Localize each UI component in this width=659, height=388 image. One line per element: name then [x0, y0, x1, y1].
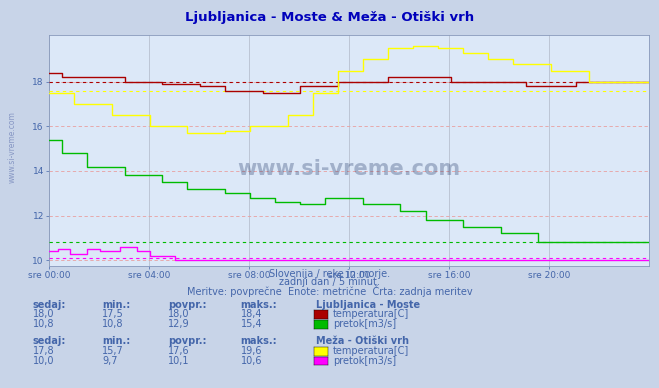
Text: min.:: min.: — [102, 336, 130, 346]
Text: Meža - Otiški vrh: Meža - Otiški vrh — [316, 336, 409, 346]
Text: Meritve: povprečne  Enote: metrične  Črta: zadnja meritev: Meritve: povprečne Enote: metrične Črta:… — [186, 286, 473, 297]
Text: Slovenija / reke in morje.: Slovenija / reke in morje. — [269, 268, 390, 279]
Text: povpr.:: povpr.: — [168, 336, 206, 346]
Text: 10,1: 10,1 — [168, 356, 190, 366]
Text: maks.:: maks.: — [241, 300, 277, 310]
Text: 10,8: 10,8 — [33, 319, 55, 329]
Text: 19,6: 19,6 — [241, 346, 262, 356]
Text: temperatura[C]: temperatura[C] — [333, 346, 409, 356]
Text: sedaj:: sedaj: — [33, 336, 67, 346]
Text: povpr.:: povpr.: — [168, 300, 206, 310]
Text: maks.:: maks.: — [241, 336, 277, 346]
Text: 12,9: 12,9 — [168, 319, 190, 329]
Text: min.:: min.: — [102, 300, 130, 310]
Text: 10,6: 10,6 — [241, 356, 262, 366]
Text: 18,4: 18,4 — [241, 309, 262, 319]
Text: 9,7: 9,7 — [102, 356, 118, 366]
Text: 17,8: 17,8 — [33, 346, 55, 356]
Text: 10,0: 10,0 — [33, 356, 55, 366]
Text: sedaj:: sedaj: — [33, 300, 67, 310]
Text: 18,0: 18,0 — [33, 309, 55, 319]
Text: www.si-vreme.com: www.si-vreme.com — [238, 159, 461, 179]
Text: 10,8: 10,8 — [102, 319, 124, 329]
Text: pretok[m3/s]: pretok[m3/s] — [333, 319, 396, 329]
Text: 15,4: 15,4 — [241, 319, 262, 329]
Text: Ljubljanica - Moste: Ljubljanica - Moste — [316, 300, 420, 310]
Text: pretok[m3/s]: pretok[m3/s] — [333, 356, 396, 366]
Text: 17,6: 17,6 — [168, 346, 190, 356]
Text: temperatura[C]: temperatura[C] — [333, 309, 409, 319]
Text: zadnji dan / 5 minut.: zadnji dan / 5 minut. — [279, 277, 380, 288]
Text: www.si-vreme.com: www.si-vreme.com — [8, 111, 17, 184]
Text: Ljubljanica - Moste & Meža - Otiški vrh: Ljubljanica - Moste & Meža - Otiški vrh — [185, 11, 474, 24]
Text: 18,0: 18,0 — [168, 309, 190, 319]
Text: 17,5: 17,5 — [102, 309, 124, 319]
Text: 15,7: 15,7 — [102, 346, 124, 356]
